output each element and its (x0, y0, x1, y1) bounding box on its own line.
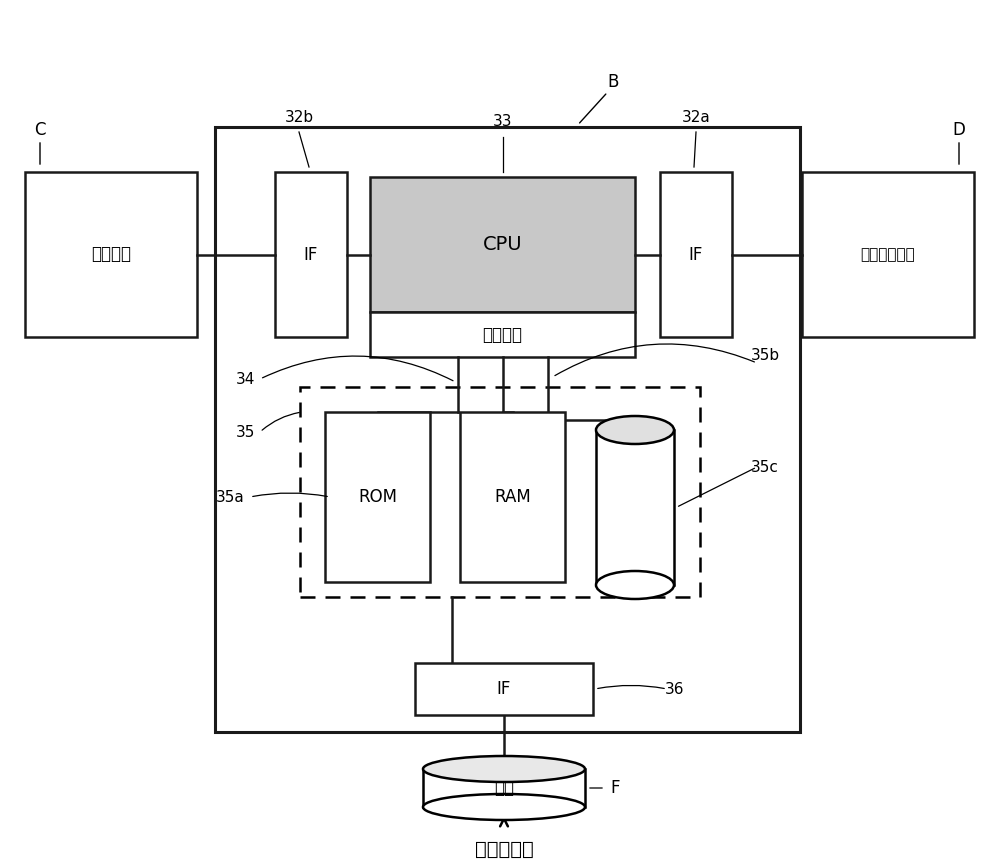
Bar (415, 663, 593, 715)
Text: 32a: 32a (682, 109, 710, 125)
Bar (802, 172, 974, 337)
Bar (370, 177, 635, 312)
Text: IF: IF (689, 245, 703, 264)
Text: 35: 35 (236, 425, 255, 440)
Text: 计算单元: 计算单元 (483, 325, 522, 343)
Text: IF: IF (304, 245, 318, 264)
Text: 到其他装置: 到其他装置 (475, 839, 533, 858)
Text: 35b: 35b (750, 348, 780, 362)
Ellipse shape (423, 794, 585, 820)
Text: RAM: RAM (494, 488, 531, 506)
Text: CPU: CPU (483, 235, 522, 254)
Text: 33: 33 (493, 114, 512, 129)
Text: 36: 36 (665, 681, 685, 696)
Ellipse shape (596, 571, 674, 599)
Ellipse shape (596, 416, 674, 444)
Text: 显示装置: 显示装置 (91, 245, 131, 264)
Text: F: F (610, 779, 620, 797)
Bar (460, 412, 565, 582)
Text: C: C (34, 121, 46, 139)
Ellipse shape (423, 756, 585, 782)
Bar (370, 312, 635, 357)
Bar (423, 769, 585, 807)
Text: D: D (953, 121, 965, 139)
Text: 34: 34 (236, 371, 255, 387)
Bar (596, 430, 674, 585)
Bar (275, 172, 347, 337)
Text: ROM: ROM (358, 488, 397, 506)
Bar (300, 387, 700, 597)
Text: 32b: 32b (284, 109, 314, 125)
Text: IF: IF (497, 680, 511, 698)
Bar (215, 127, 800, 732)
Text: 35c: 35c (751, 460, 779, 474)
Text: B: B (607, 73, 618, 91)
Bar (325, 412, 430, 582)
Text: 文件: 文件 (494, 779, 514, 797)
Bar (660, 172, 732, 337)
Text: 35a: 35a (216, 490, 245, 505)
Bar (25, 172, 197, 337)
Text: 操作输入单元: 操作输入单元 (861, 247, 915, 262)
